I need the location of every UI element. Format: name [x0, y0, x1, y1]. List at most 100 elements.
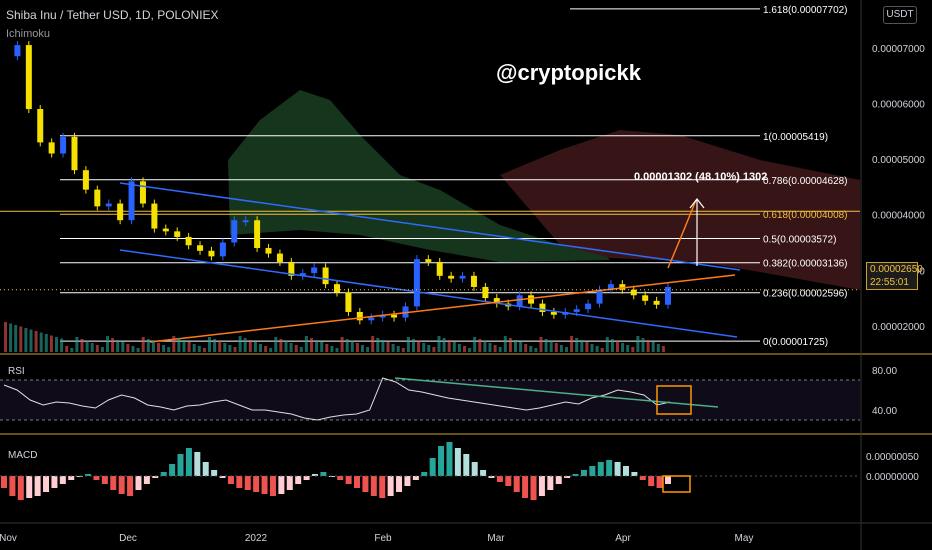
macd-histogram-bar — [589, 466, 596, 476]
indicator-label[interactable]: Ichimoku — [6, 28, 51, 40]
macd-histogram-bar — [530, 476, 537, 500]
candle-body — [436, 261, 443, 276]
volume-bar — [570, 336, 574, 352]
measure-arrowhead — [689, 198, 705, 209]
volume-bar — [412, 339, 415, 352]
volume-bar — [39, 332, 43, 352]
macd-histogram-bar — [572, 474, 579, 476]
currency-button[interactable]: USDT — [883, 6, 917, 24]
volume-bar — [559, 345, 563, 352]
macd-histogram-bar — [656, 476, 663, 488]
volume-bar — [432, 347, 436, 352]
volume-bar — [167, 347, 171, 352]
macd-histogram-bar — [362, 476, 369, 492]
volume-bar — [213, 339, 217, 352]
macd-histogram-bar — [76, 476, 83, 477]
volume-bar — [315, 340, 319, 352]
fib-level-label: 1.618(0.00007702) — [763, 5, 848, 16]
macd-histogram-bar — [202, 462, 209, 476]
macd-histogram-bar — [227, 476, 234, 484]
fib-level-label: 0.786(0.00004628) — [763, 176, 848, 187]
x-axis-label: Mar — [487, 533, 505, 544]
volume-bar — [335, 348, 339, 352]
macd-histogram-bar — [59, 476, 66, 484]
candle-body — [619, 284, 626, 290]
volume-bar — [162, 345, 166, 352]
macd-histogram-bar — [219, 476, 226, 478]
volume-bar — [406, 337, 410, 352]
candle-body — [117, 203, 124, 221]
volume-bar — [141, 337, 145, 352]
macd-histogram-bar — [648, 476, 655, 486]
candle-body — [105, 203, 112, 207]
trend-line — [149, 274, 736, 343]
candle-body — [345, 292, 352, 312]
macd-histogram-bar — [614, 462, 621, 476]
candle-body — [60, 136, 67, 154]
volume-bar — [192, 344, 196, 352]
macd-histogram-bar — [85, 474, 92, 476]
macd-histogram-bar — [463, 454, 470, 476]
macd-histogram-bar — [143, 476, 150, 484]
volume-bar — [264, 346, 268, 352]
projection-arrow — [667, 199, 697, 269]
macd-histogram-bar — [555, 476, 562, 484]
candle-body — [82, 170, 89, 190]
macd-histogram-bar — [253, 476, 260, 492]
volume-bar — [539, 337, 543, 352]
volume-bar — [381, 340, 385, 352]
volume-bar — [503, 336, 507, 352]
macd-histogram-bar — [387, 476, 394, 496]
macd-histogram-bar — [211, 470, 218, 476]
volume-bar — [299, 347, 303, 352]
volume-bar — [549, 341, 553, 352]
x-axis-label: 2022 — [245, 533, 268, 544]
macd-histogram-bar — [51, 476, 58, 488]
volume-bar — [468, 348, 472, 352]
x-axis-label: Apr — [615, 533, 631, 544]
candle-body — [585, 303, 592, 310]
candle-body — [482, 286, 489, 299]
volume-bar — [422, 343, 426, 352]
volume-bar — [49, 335, 53, 352]
volume-bar — [60, 338, 64, 352]
macd-title: MACD — [8, 450, 37, 461]
x-axis-label: Feb — [374, 533, 392, 544]
candle-body — [550, 311, 557, 315]
volume-bar — [111, 338, 115, 352]
rsi-band — [0, 380, 860, 420]
macd-histogram-bar — [580, 470, 587, 476]
fib-level-label: 0.618(0.00004008) — [763, 210, 848, 221]
volume-bar — [70, 348, 74, 352]
volume-bar — [274, 337, 278, 352]
volume-bar — [621, 343, 625, 352]
macd-histogram-bar — [194, 452, 201, 476]
volume-bar — [401, 348, 405, 352]
symbol-title: Shiba Inu / Tether USD, 1D, POLONIEX — [6, 8, 219, 22]
macd-histogram-bar — [311, 474, 318, 476]
macd-histogram-bar — [622, 466, 629, 476]
volume-bar — [100, 347, 104, 352]
volume-bar — [350, 341, 354, 352]
fib-level-label: 0.382(0.00003136) — [763, 259, 848, 270]
macd-histogram-bar — [538, 476, 545, 496]
candle-body — [402, 306, 409, 318]
candle-body — [653, 300, 660, 305]
candle-body — [391, 314, 398, 318]
volume-bar — [151, 341, 155, 352]
candle-body — [139, 181, 146, 204]
volume-bar — [636, 336, 640, 352]
fib-level-label: 0.236(0.00002596) — [763, 289, 848, 300]
candle-body — [25, 45, 32, 110]
volume-bar — [279, 339, 283, 352]
rsi-line — [3, 377, 671, 421]
volume-bar — [289, 343, 293, 352]
volume-bar — [457, 344, 461, 352]
candle-body — [288, 261, 295, 276]
volume-bar — [554, 343, 558, 352]
macd-histogram-bar — [412, 476, 419, 480]
volume-bar — [238, 336, 242, 352]
volume-bar — [641, 338, 645, 352]
